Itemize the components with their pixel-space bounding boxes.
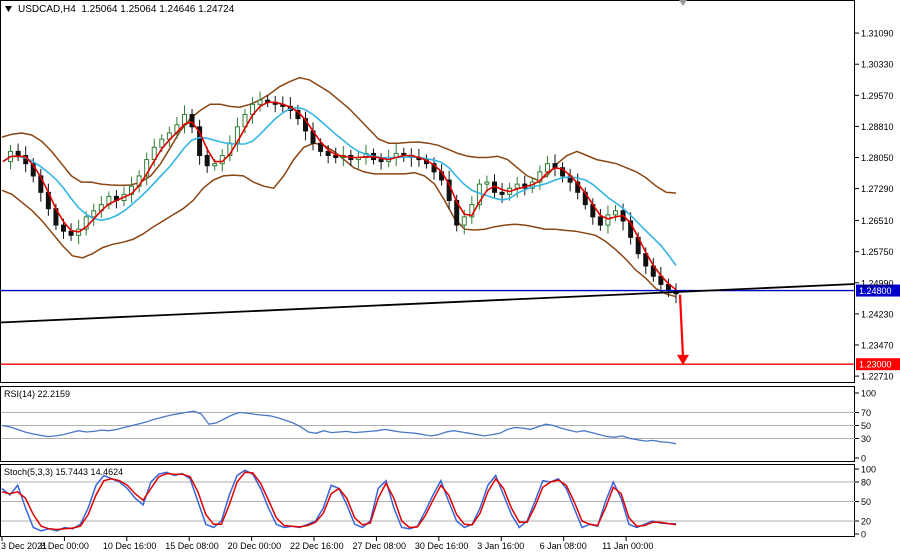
candle-body xyxy=(91,210,97,218)
time-tick-label: 30 Dec 16:00 xyxy=(415,541,469,551)
bollinger-upper-line xyxy=(1,76,677,194)
rsi-series-line xyxy=(1,410,677,445)
axis-tick-label: 50 xyxy=(861,497,871,507)
stochastic-title: Stoch(5,3,3) 15.7443 14.4624 xyxy=(4,467,123,477)
dropdown-triangle-icon[interactable] xyxy=(5,6,12,12)
axis-tick-label: 100 xyxy=(861,389,876,399)
rsi-levels xyxy=(1,412,855,439)
rsi-axis: 100 70 50 30 0 xyxy=(855,389,876,464)
rsi-pane[interactable]: 100 70 50 30 0 RSI(14) 22.2159 xyxy=(0,386,877,464)
candle-body xyxy=(499,191,505,195)
symbol-ohlc-header: USDCAD,H4 1.25064 1.25064 1.24646 1.2472… xyxy=(18,4,235,15)
arrow-head-icon xyxy=(677,354,689,365)
price-tick-label: 1.30330 xyxy=(861,60,894,70)
price-pane[interactable]: 1.24800 1.23000 1.31090 1.30330 1.29570 1.28… xyxy=(0,0,900,383)
candle-body xyxy=(60,224,66,232)
price-tick-label: 1.31090 xyxy=(861,29,894,39)
axis-tick-label: 20 xyxy=(861,517,871,527)
stochastic-levels xyxy=(1,481,855,522)
candle-body xyxy=(613,210,619,216)
price-tick-label: 1.22710 xyxy=(861,372,894,382)
time-tick-label: 20 Dec 00:00 xyxy=(228,541,282,551)
time-tick-label: 3 Dec 2021 xyxy=(1,541,47,551)
candle-body xyxy=(68,230,74,236)
rsi-line xyxy=(1,410,677,445)
slow-ma-line xyxy=(2,106,677,266)
axis-tick-label: 30 xyxy=(861,434,871,444)
price-tick-label: 1.26510 xyxy=(861,216,894,226)
stochastic-axis: 100 80 50 20 0 xyxy=(855,465,876,540)
candle-body xyxy=(83,216,89,230)
candle-body xyxy=(461,216,467,226)
candle-body xyxy=(257,99,263,105)
candle-body xyxy=(204,154,210,167)
candle-body xyxy=(544,163,550,173)
price-tick-label: 1.28050 xyxy=(861,153,894,163)
target-price-label: 1.23000 xyxy=(859,360,892,370)
time-tick-label: 22 Dec 16:00 xyxy=(290,541,344,551)
candle-body xyxy=(189,114,195,128)
candle-body xyxy=(537,171,543,183)
candle-body xyxy=(197,126,203,156)
time-tick-label: 8 Dec 00:00 xyxy=(40,541,89,551)
candle-body xyxy=(302,118,308,132)
axis-tick-label: 0 xyxy=(861,530,866,540)
candle-body xyxy=(318,142,324,152)
chart-scroll-marker-icon[interactable] xyxy=(679,0,687,6)
time-tick-label: 6 Jan 08:00 xyxy=(540,541,587,551)
candle-body xyxy=(144,159,150,177)
arrow-shaft xyxy=(678,294,685,357)
current_price-price-label: 1.24800 xyxy=(859,286,892,296)
price-tick-label: 1.23470 xyxy=(861,340,894,350)
trend-line[interactable] xyxy=(0,283,856,324)
axis-tick-label: 100 xyxy=(861,465,876,475)
time-tick-label: 15 Dec 08:00 xyxy=(165,541,219,551)
candle-body xyxy=(605,214,611,226)
price-tick-label: 1.25750 xyxy=(861,247,894,257)
candle-body xyxy=(560,167,566,177)
candle-body xyxy=(212,163,218,167)
target-price-tag xyxy=(856,358,900,371)
time-tick-label: 11 Jan 00:00 xyxy=(602,541,653,551)
candle-body xyxy=(325,150,331,156)
axis-tick-label: 70 xyxy=(861,408,871,418)
price-tick-label: 1.28810 xyxy=(861,122,894,132)
moving-averages xyxy=(2,101,677,291)
candle-body xyxy=(15,150,21,156)
candle-body xyxy=(628,220,634,238)
stochastic-pane[interactable]: 100 80 50 20 0 Stoch(5,3,3) 15.7443 14.4624 xyxy=(0,464,877,540)
axis-tick-label: 0 xyxy=(861,454,866,464)
candle-body xyxy=(514,183,520,189)
stoch-signal-line xyxy=(1,471,677,531)
down-arrow xyxy=(677,294,689,365)
ascending-trend-line xyxy=(0,283,856,324)
price-axis: 1.31090 1.30330 1.29570 1.28810 1.28050 1.272… xyxy=(855,29,894,382)
candle-body xyxy=(159,138,165,148)
fast-ma-line xyxy=(2,101,677,291)
axis-tick-label: 50 xyxy=(861,421,871,431)
axis-tick-label: 80 xyxy=(861,478,871,488)
current_price-price-tag xyxy=(856,284,900,297)
price-tick-label: 1.29570 xyxy=(861,91,894,101)
time-tick-label: 10 Dec 16:00 xyxy=(103,541,157,551)
time-tick-label: 27 Dec 08:00 xyxy=(352,541,406,551)
candle-body xyxy=(484,181,490,185)
rsi-title: RSI(14) 22.2159 xyxy=(4,389,70,399)
candle-body xyxy=(378,159,384,163)
price-tick-label: 1.27290 xyxy=(861,184,894,194)
price-tick-label: 1.24990 xyxy=(861,278,894,288)
time-tick-label: 3 Jan 16:00 xyxy=(477,541,524,551)
candle-body xyxy=(597,216,603,226)
stochastic-lines xyxy=(1,469,677,532)
price-tick-label: 1.24230 xyxy=(861,309,894,319)
